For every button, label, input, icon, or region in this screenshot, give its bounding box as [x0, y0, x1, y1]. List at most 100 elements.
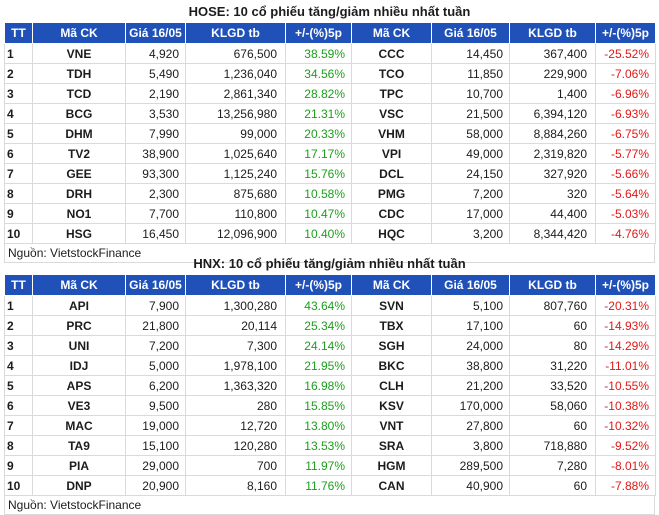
gain-volume-cell: 12,096,900: [185, 223, 286, 244]
loss-volume-cell: 80: [509, 335, 596, 356]
gain-change-cell: 43.64%: [285, 295, 352, 316]
rank-cell: 6: [4, 143, 33, 164]
gain-price-cell: 5,490: [125, 63, 186, 84]
hose-title: HOSE: 10 cổ phiếu tăng/giảm nhiều nhất t…: [188, 4, 471, 19]
loss-volume-cell: 2,319,820: [509, 143, 596, 164]
loss-volume-cell: 229,900: [509, 63, 596, 84]
header-gain-code: Mã CK: [32, 22, 126, 44]
gain-change-cell: 11.76%: [285, 475, 352, 496]
loss-change-cell: -10.38%: [595, 395, 656, 416]
gain-code-cell: IDJ: [32, 355, 126, 376]
loss-volume-cell: 7,280: [509, 455, 596, 476]
table-row: 8 DRH 2,300 875,680 10.58% PMG 7,200 320 -5.64%: [4, 183, 656, 204]
table-row: 1 VNE 4,920 676,500 38.59% CCC 14,450 367,400 -2…: [4, 43, 656, 64]
loss-volume-cell: 8,884,260: [509, 123, 596, 144]
gain-price-cell: 19,000: [125, 415, 186, 436]
loss-price-cell: 17,100: [431, 315, 510, 336]
gain-volume-cell: 700: [185, 455, 286, 476]
loss-code-cell: SRA: [351, 435, 432, 456]
gain-code-cell: GEE: [32, 163, 126, 184]
loss-change-cell: -5.66%: [595, 163, 656, 184]
gain-code-cell: TCD: [32, 83, 126, 104]
header-gain-volume: KLGD tb: [185, 22, 286, 44]
gain-code-cell: DNP: [32, 475, 126, 496]
gain-volume-cell: 13,256,980: [185, 103, 286, 124]
header-loss-price: Giá 16/05: [431, 274, 510, 296]
gain-code-cell: API: [32, 295, 126, 316]
table-row: 6 TV2 38,900 1,025,640 17.17% VPI 49,000 2,319,…: [4, 143, 656, 164]
loss-volume-cell: 31,220: [509, 355, 596, 376]
gain-volume-cell: 875,680: [185, 183, 286, 204]
loss-change-cell: -5.77%: [595, 143, 656, 164]
loss-change-cell: -5.03%: [595, 203, 656, 224]
loss-volume-cell: 327,920: [509, 163, 596, 184]
hose-section: HOSE: 10 cổ phiếu tăng/giảm nhiều nhất t…: [4, 2, 656, 263]
loss-code-cell: KSV: [351, 395, 432, 416]
loss-price-cell: 7,200: [431, 183, 510, 204]
table-row: 1 API 7,900 1,300,280 43.64% SVN 5,100 807,760-…: [4, 295, 656, 316]
header-loss-volume: KLGD tb: [509, 274, 596, 296]
loss-price-cell: 170,000: [431, 395, 510, 416]
gain-change-cell: 25.34%: [285, 315, 352, 336]
gain-volume-cell: 1,025,640: [185, 143, 286, 164]
header-loss-change: +/-(%)5p: [595, 274, 656, 296]
gain-volume-cell: 99,000: [185, 123, 286, 144]
rank-cell: 3: [4, 335, 33, 356]
loss-price-cell: 24,150: [431, 163, 510, 184]
loss-volume-cell: 6,394,120: [509, 103, 596, 124]
loss-change-cell: -6.93%: [595, 103, 656, 124]
loss-code-cell: TCO: [351, 63, 432, 84]
loss-price-cell: 40,900: [431, 475, 510, 496]
loss-volume-cell: 8,344,420: [509, 223, 596, 244]
gain-code-cell: VNE: [32, 43, 126, 64]
gain-price-cell: 6,200: [125, 375, 186, 396]
table-row: 4 IDJ 5,000 1,978,100 21.95% BKC 38,800 31,220-…: [4, 355, 656, 376]
gain-code-cell: PRC: [32, 315, 126, 336]
loss-volume-cell: 718,880: [509, 435, 596, 456]
loss-code-cell: SGH: [351, 335, 432, 356]
gain-volume-cell: 20,114: [185, 315, 286, 336]
rank-cell: 3: [4, 83, 33, 104]
header-loss-change: +/-(%)5p: [595, 22, 656, 44]
loss-code-cell: BKC: [351, 355, 432, 376]
loss-price-cell: 49,000: [431, 143, 510, 164]
gain-code-cell: NO1: [32, 203, 126, 224]
gain-volume-cell: 12,720: [185, 415, 286, 436]
header-loss-price: Giá 16/05: [431, 22, 510, 44]
gain-code-cell: BCG: [32, 103, 126, 124]
gain-change-cell: 11.97%: [285, 455, 352, 476]
loss-code-cell: TBX: [351, 315, 432, 336]
rank-cell: 4: [4, 355, 33, 376]
loss-code-cell: CAN: [351, 475, 432, 496]
loss-price-cell: 11,850: [431, 63, 510, 84]
loss-price-cell: 289,500: [431, 455, 510, 476]
loss-code-cell: HQC: [351, 223, 432, 244]
gain-price-cell: 7,200: [125, 335, 186, 356]
rank-cell: 7: [4, 415, 33, 436]
gain-code-cell: DHM: [32, 123, 126, 144]
table-row: 3 TCD 2,190 2,861,340 28.82% TPC 10,700 1,400 -6…: [4, 83, 656, 104]
gain-price-cell: 5,000: [125, 355, 186, 376]
table-row: 4 BCG 3,530 13,256,980 21.31% VSC 21,500 6,394,…: [4, 103, 656, 124]
gain-price-cell: 3,530: [125, 103, 186, 124]
gain-change-cell: 10.40%: [285, 223, 352, 244]
loss-price-cell: 10,700: [431, 83, 510, 104]
table-row: 5 DHM 7,990 99,000 20.33% VHM 58,000 8,884,260-…: [4, 123, 656, 144]
loss-volume-cell: 807,760: [509, 295, 596, 316]
loss-code-cell: DCL: [351, 163, 432, 184]
loss-price-cell: 3,200: [431, 223, 510, 244]
loss-change-cell: -7.06%: [595, 63, 656, 84]
loss-volume-cell: 367,400: [509, 43, 596, 64]
rank-cell: 5: [4, 375, 33, 396]
loss-code-cell: CLH: [351, 375, 432, 396]
loss-price-cell: 38,800: [431, 355, 510, 376]
gain-change-cell: 38.59%: [285, 43, 352, 64]
header-gain-change: +/-(%)5p: [285, 22, 352, 44]
gain-price-cell: 2,300: [125, 183, 186, 204]
loss-change-cell: -25.52%: [595, 43, 656, 64]
gain-change-cell: 20.33%: [285, 123, 352, 144]
loss-price-cell: 58,000: [431, 123, 510, 144]
loss-change-cell: -6.75%: [595, 123, 656, 144]
gain-volume-cell: 110,800: [185, 203, 286, 224]
hnx-source: Nguồn: VietstockFinance: [4, 496, 655, 515]
